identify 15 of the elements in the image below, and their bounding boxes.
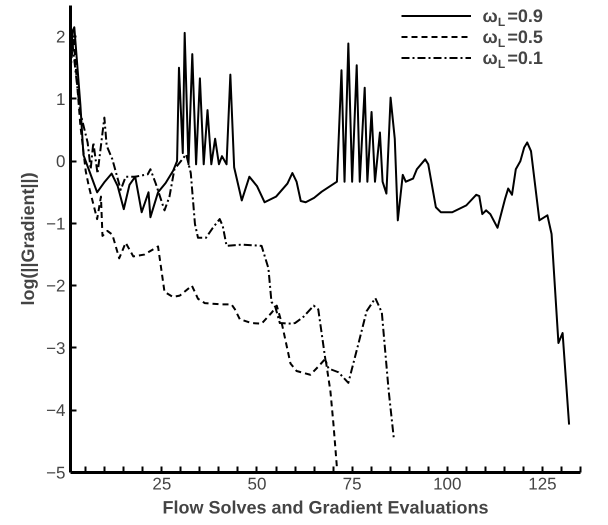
y-tick-label: −4 bbox=[46, 401, 66, 420]
y-tick-label: 1 bbox=[56, 90, 66, 109]
x-tick-label: 100 bbox=[433, 474, 462, 494]
y-tick-label: −3 bbox=[46, 338, 66, 358]
y-axis-title: log(||Gradient||) bbox=[18, 172, 38, 306]
x-axis-title: Flow Solves and Gradient Evaluations bbox=[162, 498, 489, 518]
x-tick-label: 75 bbox=[342, 474, 362, 494]
y-tick-label: 0 bbox=[56, 152, 66, 172]
y-tick-label: −2 bbox=[46, 276, 66, 296]
x-tick-label: 50 bbox=[248, 474, 266, 494]
y-tick-label: 2 bbox=[56, 28, 66, 47]
y-tick-label: −1 bbox=[46, 214, 66, 234]
y-tick-label: −5 bbox=[46, 464, 66, 482]
x-tick-label: 25 bbox=[152, 474, 172, 494]
x-tick-label: 125 bbox=[528, 474, 557, 494]
